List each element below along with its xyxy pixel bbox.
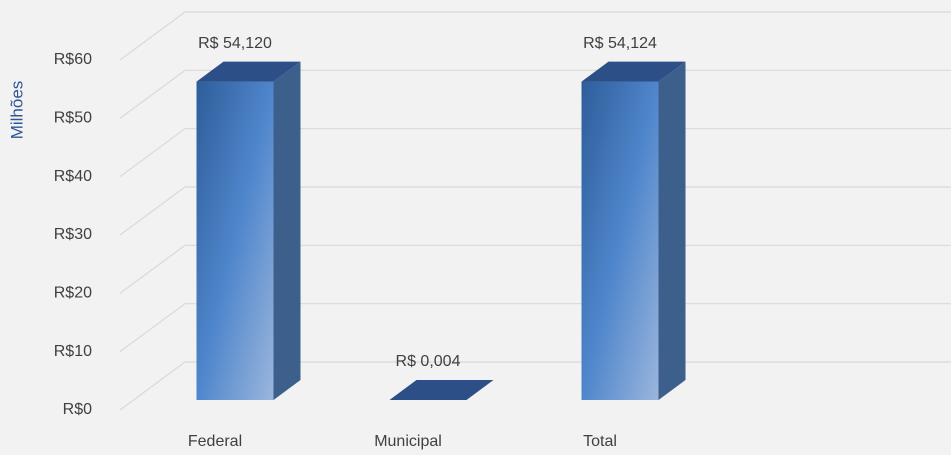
bar-front <box>196 81 274 401</box>
grid-line <box>119 303 951 353</box>
y-tick-label: R$40 <box>54 168 92 185</box>
y-tick-label: R$0 <box>63 401 92 418</box>
bar <box>581 61 686 400</box>
value-label: R$ 0,004 <box>396 353 461 370</box>
bar-top <box>389 379 494 400</box>
bar-side <box>273 61 301 401</box>
x-tick-label: Total <box>583 433 617 450</box>
grid-line <box>119 69 951 119</box>
y-tick-label: R$60 <box>54 51 92 68</box>
x-tick-label: Federal <box>188 433 242 450</box>
value-label: R$ 54,124 <box>583 35 657 52</box>
grid-line <box>119 361 951 411</box>
bar <box>389 379 494 400</box>
bar-top <box>581 61 686 82</box>
grid-line <box>119 11 951 61</box>
y-tick-label: R$50 <box>54 110 92 127</box>
bar-side <box>466 379 494 400</box>
bar-side <box>658 61 686 400</box>
y-tick-label: R$30 <box>54 226 92 243</box>
bar-front <box>581 81 659 400</box>
y-tick-label: R$10 <box>54 343 92 360</box>
grid-line <box>119 186 951 236</box>
grid-line <box>119 128 951 178</box>
value-label: R$ 54,120 <box>198 35 272 52</box>
y-tick-label: R$20 <box>54 285 92 302</box>
grid-line <box>119 244 951 294</box>
y-axis-label: Milhões <box>7 81 26 140</box>
bar-top <box>196 61 301 82</box>
x-tick-label: Municipal <box>374 433 442 450</box>
bar <box>196 61 301 401</box>
